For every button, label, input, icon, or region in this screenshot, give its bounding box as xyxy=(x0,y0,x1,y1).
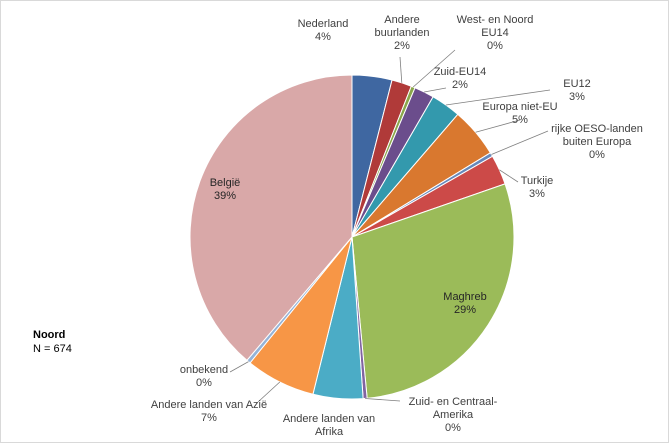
leader-line xyxy=(445,89,551,106)
region-caption: Noord N = 674 xyxy=(33,328,72,356)
leader-line xyxy=(399,56,403,83)
slice-label: Zuid-EU14 2% xyxy=(434,66,487,91)
leader-line xyxy=(365,398,401,402)
slice-label: Andere buurlanden 2% xyxy=(374,14,429,52)
pie-slice-maghreb xyxy=(351,183,515,399)
slice-label: Andere landen van Afrika xyxy=(283,413,375,438)
leader-line xyxy=(424,87,447,93)
leader-line xyxy=(475,119,521,133)
slice-label: EU12 3% xyxy=(563,78,591,103)
slice-label: België 39% xyxy=(210,177,241,202)
region-title: Noord xyxy=(33,329,66,341)
slice-label: West- en Noord EU14 0% xyxy=(457,14,534,52)
slice-label: Zuid- en Centraal-Amerika 0% xyxy=(409,396,498,434)
slice-label: Andere landen van Azië 7% xyxy=(151,399,267,424)
leader-line xyxy=(491,130,549,155)
leader-line xyxy=(257,381,281,403)
sample-size: N = 674 xyxy=(33,343,72,355)
leader-line xyxy=(229,361,249,373)
slice-label: rijke OESO-landen buiten Europa 0% xyxy=(551,123,643,161)
slice-label: onbekend 0% xyxy=(180,364,228,389)
slice-label: Turkije 3% xyxy=(521,175,554,200)
slice-label: Maghreb 29% xyxy=(443,291,486,316)
slice-label: Europa niet-EU 5% xyxy=(482,101,557,126)
pie-slice-belgi- xyxy=(189,74,353,362)
slice-label: Nederland 4% xyxy=(298,18,349,43)
leader-line xyxy=(499,169,519,183)
leader-line xyxy=(412,49,456,88)
